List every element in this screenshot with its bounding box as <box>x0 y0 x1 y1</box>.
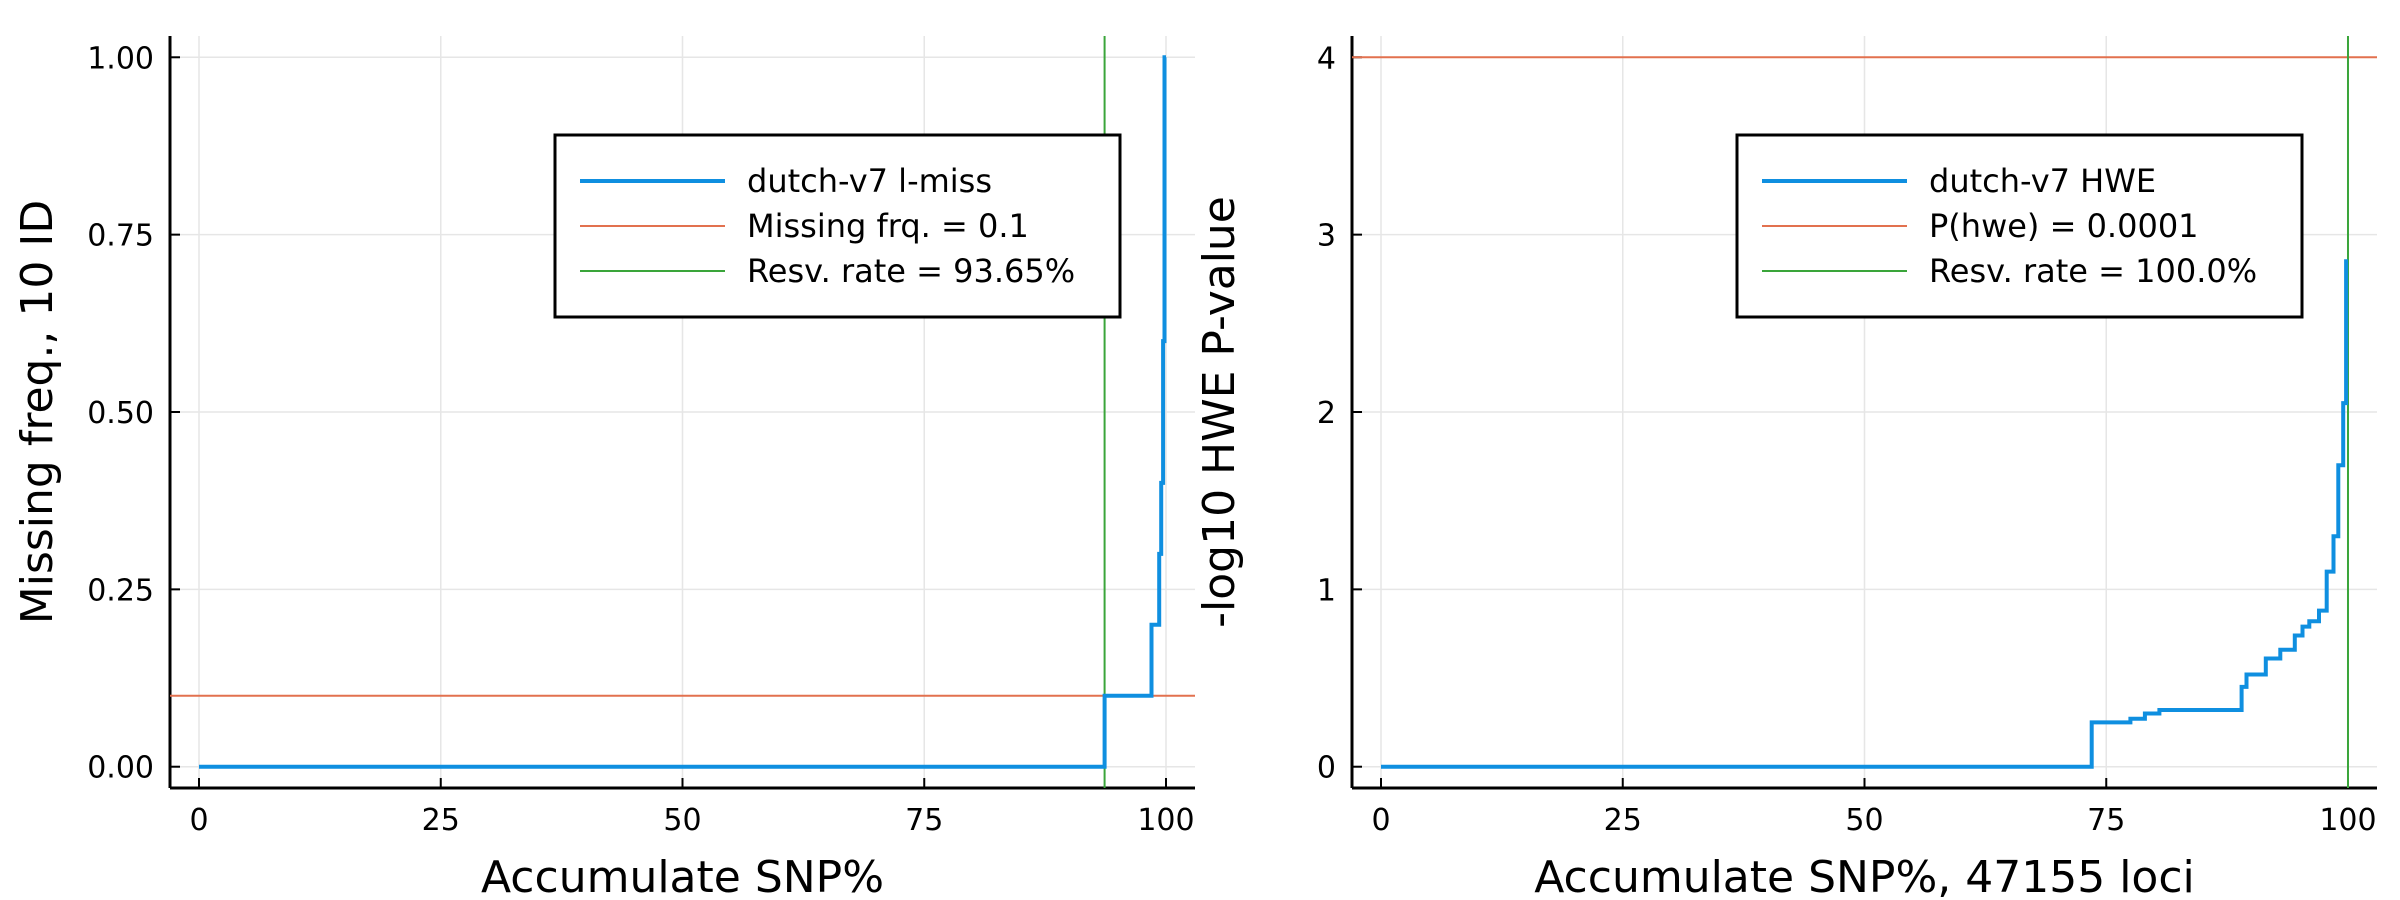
legend-label-series: dutch-v7 HWE <box>1929 162 2156 200</box>
legend-label-resv: Resv. rate = 100.0% <box>1929 252 2257 290</box>
y-tick-label: 0.00 <box>87 751 154 786</box>
y-tick-label: 0.25 <box>87 573 154 608</box>
legend-label-threshold: P(hwe) = 0.0001 <box>1929 207 2199 245</box>
y-tick-label: 2 <box>1317 396 1336 431</box>
y-tick-label: 3 <box>1317 219 1336 254</box>
legend-label-threshold: Missing frq. = 0.1 <box>747 207 1029 245</box>
x-tick-label: 0 <box>189 803 208 838</box>
x-tick-label: 100 <box>1137 803 1194 838</box>
y-axis-label: Missing freq., 10 ID <box>12 200 63 624</box>
x-tick-label: 25 <box>422 803 460 838</box>
series-line <box>199 55 1167 769</box>
x-axis-label: Accumulate SNP% <box>481 852 884 900</box>
x-tick-label: 50 <box>663 803 701 838</box>
y-axis-label: -log10 HWE P-value <box>1194 196 1245 628</box>
hwe-panel: 0 25 50 75 100 0 1 2 3 4 Accumulate SNP%, 47155 lo… <box>1194 36 2377 900</box>
x-tick-label: 50 <box>1845 803 1883 838</box>
y-tick-label: 1 <box>1317 573 1336 608</box>
x-tick-label: 75 <box>2087 803 2125 838</box>
series-line <box>1381 259 2349 769</box>
y-tick-label: 0 <box>1317 751 1336 786</box>
y-tick-label: 4 <box>1317 41 1336 76</box>
legend-label-series: dutch-v7 l-miss <box>747 162 992 200</box>
x-tick-label: 100 <box>2319 803 2376 838</box>
legend-label-resv: Resv. rate = 93.65% <box>747 252 1075 290</box>
x-axis-label: Accumulate SNP%, 47155 loci <box>1534 852 2195 900</box>
y-tick-label: 1.00 <box>87 41 154 76</box>
y-tick-label: 0.50 <box>87 396 154 431</box>
y-tick-label: 0.75 <box>87 219 154 254</box>
x-tick-label: 25 <box>1604 803 1642 838</box>
missing-freq-panel: 0 25 50 75 100 0.00 0.25 0.50 0.75 1.00 Accumulate… <box>12 36 1195 900</box>
x-tick-label: 0 <box>1371 803 1390 838</box>
x-tick-label: 75 <box>905 803 943 838</box>
